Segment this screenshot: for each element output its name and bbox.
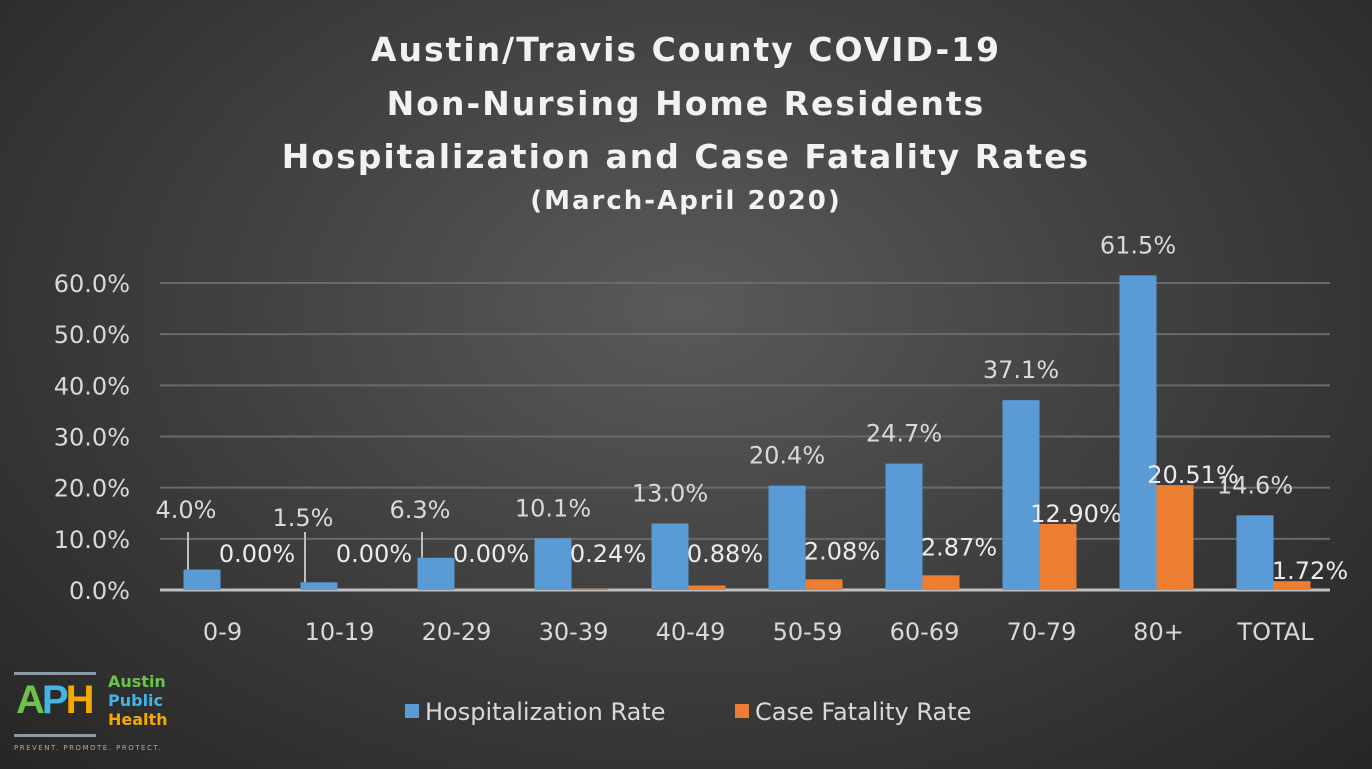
fatality-bar bbox=[922, 575, 960, 590]
x-tick-label: 80+ bbox=[1133, 618, 1184, 646]
hospitalization-data-label: 20.4% bbox=[749, 442, 825, 470]
y-tick-label: 50.0% bbox=[54, 321, 130, 349]
fatality-data-label: 1.72% bbox=[1272, 557, 1348, 585]
logo-health: Health bbox=[108, 710, 168, 729]
hospitalization-bar bbox=[1119, 275, 1157, 590]
chart-title-line-1: Austin/Travis County COVID-19 bbox=[370, 30, 1002, 69]
fatality-data-label: 20.51% bbox=[1147, 461, 1239, 489]
fatality-data-label: 2.87% bbox=[921, 533, 997, 561]
hospitalization-bar bbox=[183, 569, 221, 590]
hospitalization-bar bbox=[1002, 400, 1040, 590]
logo-austin: Austin bbox=[108, 672, 166, 691]
x-tick-label: 0-9 bbox=[203, 618, 242, 646]
chart-title-line-3: Hospitalization and Case Fatality Rates bbox=[281, 137, 1091, 176]
y-tick-label: 0.0% bbox=[69, 577, 130, 605]
fatality-bar bbox=[688, 585, 726, 590]
hospitalization-data-label: 24.7% bbox=[866, 420, 942, 448]
hospitalization-bar bbox=[534, 538, 572, 590]
hospitalization-data-label: 1.5% bbox=[273, 504, 334, 532]
fatality-bar bbox=[1039, 523, 1077, 590]
legend-label-fatality: Case Fatality Rate bbox=[755, 698, 971, 726]
hospitalization-bar bbox=[885, 463, 923, 590]
legend-label-hospitalization: Hospitalization Rate bbox=[425, 698, 666, 726]
logo-tagline: PREVENT. PROMOTE. PROTECT. bbox=[14, 744, 162, 752]
y-tick-label: 30.0% bbox=[54, 424, 130, 452]
x-tick-label: 30-39 bbox=[539, 618, 609, 646]
chart-subtitle: (March-April 2020) bbox=[530, 186, 842, 216]
fatality-data-label: 2.08% bbox=[804, 537, 880, 565]
y-tick-label: 60.0% bbox=[54, 270, 130, 298]
hospitalization-data-label: 10.1% bbox=[515, 494, 591, 522]
hospitalization-data-label: 6.3% bbox=[390, 496, 451, 524]
fatality-data-label: 0.00% bbox=[453, 540, 529, 568]
x-tick-label: 10-19 bbox=[305, 618, 375, 646]
legend-swatch-fatality bbox=[735, 704, 749, 718]
hospitalization-data-label: 13.0% bbox=[632, 479, 708, 507]
fatality-data-label: 12.90% bbox=[1030, 500, 1122, 528]
logo-letters: APH bbox=[16, 678, 94, 722]
hospitalization-data-label: 61.5% bbox=[1100, 231, 1176, 259]
logo-public: Public bbox=[108, 691, 164, 710]
y-tick-label: 20.0% bbox=[54, 475, 130, 503]
fatality-bar bbox=[1273, 581, 1311, 590]
fatality-data-label: 0.88% bbox=[687, 540, 763, 568]
y-tick-label: 40.0% bbox=[54, 372, 130, 400]
aph-logo: APH Austin Public Health PREVENT. PROMOT… bbox=[14, 672, 194, 762]
hospitalization-bar bbox=[417, 557, 455, 590]
fatality-bar bbox=[571, 588, 609, 590]
x-tick-label: 60-69 bbox=[890, 618, 960, 646]
hospitalization-bar bbox=[1236, 515, 1274, 590]
x-tick-label: 40-49 bbox=[656, 618, 726, 646]
hospitalization-data-label: 37.1% bbox=[983, 356, 1059, 384]
x-tick-label: 70-79 bbox=[1007, 618, 1077, 646]
y-tick-label: 10.0% bbox=[54, 526, 130, 554]
hospitalization-bar bbox=[300, 582, 338, 590]
chart-title-line-2: Non-Nursing Home Residents bbox=[386, 84, 986, 123]
legend-swatch-hospitalization bbox=[405, 704, 419, 718]
fatality-data-label: 0.00% bbox=[336, 540, 412, 568]
hospitalization-bar bbox=[768, 485, 806, 590]
hospitalization-data-label: 4.0% bbox=[156, 496, 217, 524]
x-tick-label: 50-59 bbox=[773, 618, 843, 646]
fatality-data-label: 0.24% bbox=[570, 540, 646, 568]
hospitalization-data-label: 14.6% bbox=[1217, 471, 1293, 499]
fatality-data-label: 0.00% bbox=[219, 540, 295, 568]
fatality-bar bbox=[805, 579, 843, 590]
x-tick-label: TOTAL bbox=[1236, 618, 1314, 646]
fatality-bar bbox=[1156, 485, 1194, 590]
x-tick-label: 20-29 bbox=[422, 618, 492, 646]
hospitalization-bar bbox=[651, 523, 689, 590]
